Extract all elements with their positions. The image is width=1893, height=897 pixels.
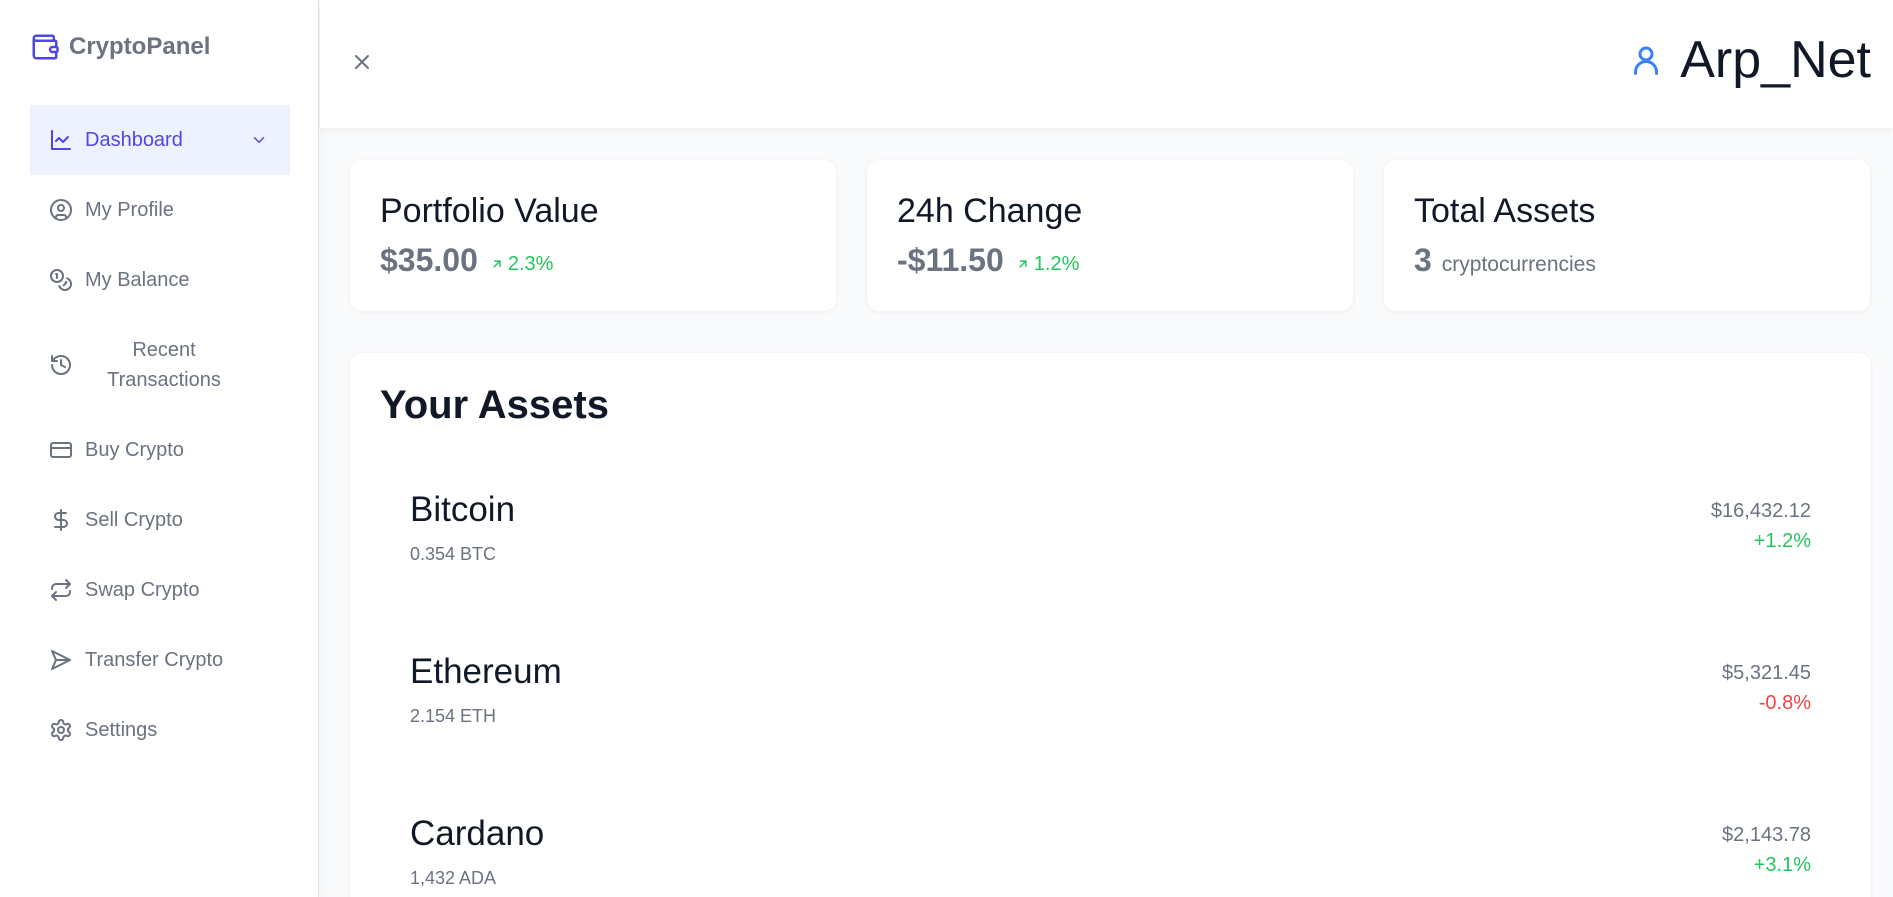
stat-card-total-assets: Total Assets 3 cryptocurrencies (1384, 160, 1870, 311)
wallet-icon (32, 34, 59, 60)
stat-delta-text: 2.3% (507, 252, 554, 275)
stat-title: Portfolio Value (380, 192, 599, 230)
asset-amount: 2.154 ETH (410, 706, 497, 726)
sidebar: CryptoPanel Dashboard My Profile My Bala… (0, 0, 319, 897)
sidebar-item-buy-crypto[interactable]: Buy Crypto (30, 415, 290, 485)
user-circle-icon (50, 199, 72, 221)
sidebar-item-my-balance[interactable]: My Balance (30, 245, 290, 315)
asset-row-ethereum[interactable]: Ethereum 2.154 ETH $5,321.45 -0.8% (410, 652, 1811, 752)
stat-value: 3 (1414, 242, 1432, 278)
stat-card-portfolio-value: Portfolio Value $35.00 2.3% (350, 160, 836, 311)
asset-value: $5,321.45 (1722, 662, 1811, 684)
sidebar-item-settings[interactable]: Settings (30, 695, 290, 765)
stat-delta-text: 1.2% (1033, 252, 1080, 275)
send-icon (51, 650, 71, 670)
sidebar-item-recent-transactions[interactable]: Recent Transactions (30, 315, 290, 415)
sidebar-item-swap-crypto[interactable]: Swap Crypto (30, 555, 290, 625)
asset-change: +3.1% (1753, 854, 1811, 876)
asset-row-bitcoin[interactable]: Bitcoin 0.354 BTC $16,432.12 +1.2% (410, 490, 1811, 590)
assets-panel: Your Assets Bitcoin 0.354 BTC $16,432.12… (350, 353, 1871, 897)
asset-change: +1.2% (1753, 530, 1811, 552)
assets-title: Your Assets (380, 383, 609, 427)
sidebar-item-label: Settings (85, 718, 158, 741)
sidebar-item-dashboard[interactable]: Dashboard (30, 105, 290, 175)
sidebar-item-label: My Balance (85, 268, 190, 291)
stat-value-row: $35.00 2.3% (380, 242, 553, 279)
sidebar-item-label: Sell Crypto (85, 508, 183, 531)
asset-change: -0.8% (1758, 692, 1811, 714)
stat-value: $35.00 (380, 242, 478, 278)
sidebar-item-label: Recent Transactions (107, 339, 221, 391)
stat-delta: 2.3% (490, 252, 554, 276)
sidebar-item-sell-crypto[interactable]: Sell Crypto (30, 485, 290, 555)
stat-title: Total Assets (1414, 192, 1596, 230)
stat-card-24h-change: 24h Change -$11.50 1.2% (867, 160, 1353, 311)
coins-icon (50, 269, 72, 291)
brand[interactable]: CryptoPanel (30, 32, 210, 62)
asset-name: Cardano (410, 814, 545, 853)
credit-card-icon (50, 442, 72, 458)
stat-value-row: -$11.50 1.2% (897, 242, 1079, 279)
chart-line-icon (51, 130, 71, 150)
sidebar-item-label: Buy Crypto (85, 438, 184, 461)
close-icon[interactable] (350, 50, 374, 74)
stat-title: 24h Change (897, 192, 1083, 230)
asset-amount: 0.354 BTC (410, 544, 497, 564)
username: Arp_Net (1680, 31, 1871, 89)
stat-delta: 1.2% (1016, 252, 1080, 276)
sidebar-item-label: Swap Crypto (85, 578, 200, 601)
asset-amount: 1,432 ADA (410, 868, 497, 888)
sidebar-nav: Dashboard My Profile My Balance Recent T… (30, 105, 290, 765)
top-bar: Arp_Net (320, 0, 1893, 128)
arrow-up-right-icon (1019, 260, 1027, 268)
dollar-icon (54, 509, 68, 531)
sidebar-item-label: My Profile (85, 198, 174, 221)
user-icon (1634, 46, 1659, 75)
stat-value-row: 3 cryptocurrencies (1414, 242, 1596, 279)
brand-name: CryptoPanel (69, 33, 211, 60)
chevron-down-icon[interactable] (250, 131, 268, 149)
user-menu[interactable]: Arp_Net (1628, 30, 1871, 90)
sidebar-item-label: Transfer Crypto (85, 648, 224, 671)
arrow-up-right-icon (493, 260, 501, 268)
asset-name: Ethereum (410, 652, 562, 691)
asset-row-cardano[interactable]: Cardano 1,432 ADA $2,143.78 +3.1% (410, 814, 1811, 897)
gear-icon (51, 719, 71, 741)
stat-suffix: cryptocurrencies (1441, 253, 1596, 276)
asset-name: Bitcoin (410, 490, 516, 529)
history-icon (51, 355, 71, 375)
stat-value: -$11.50 (897, 242, 1004, 278)
sidebar-item-transfer-crypto[interactable]: Transfer Crypto (30, 625, 290, 695)
swap-icon (51, 579, 71, 601)
sidebar-item-my-profile[interactable]: My Profile (30, 175, 290, 245)
sidebar-item-label: Dashboard (85, 128, 183, 151)
asset-value: $16,432.12 (1710, 500, 1811, 522)
asset-value: $2,143.78 (1722, 824, 1811, 846)
